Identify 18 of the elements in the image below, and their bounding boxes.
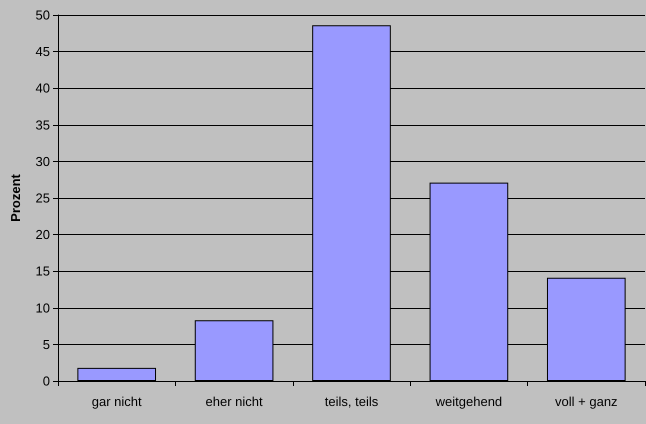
y-tick-label: 50 — [36, 8, 50, 22]
y-tick-label: 5 — [42, 336, 50, 352]
y-tick-label: 30 — [36, 154, 50, 169]
x-tick-label: gar nicht — [92, 394, 142, 409]
y-tick-label: 15 — [36, 264, 50, 279]
y-tick-label: 45 — [36, 44, 50, 60]
x-tick-label: eher nicht — [206, 394, 264, 409]
y-axis-title: Prozent — [8, 173, 23, 222]
x-tick-label: teils, teils — [324, 394, 379, 409]
y-tick-label: 20 — [36, 227, 50, 242]
x-tick-label: weitgehend — [434, 394, 502, 409]
y-tick-label: 25 — [36, 190, 50, 206]
x-tick-label: voll + ganz — [555, 394, 618, 409]
y-tick-label: 0 — [42, 374, 50, 388]
bar — [77, 368, 156, 381]
y-tick-label: 35 — [36, 117, 50, 132]
y-tick-label: 40 — [36, 80, 50, 96]
y-tick-label: 10 — [36, 300, 50, 316]
